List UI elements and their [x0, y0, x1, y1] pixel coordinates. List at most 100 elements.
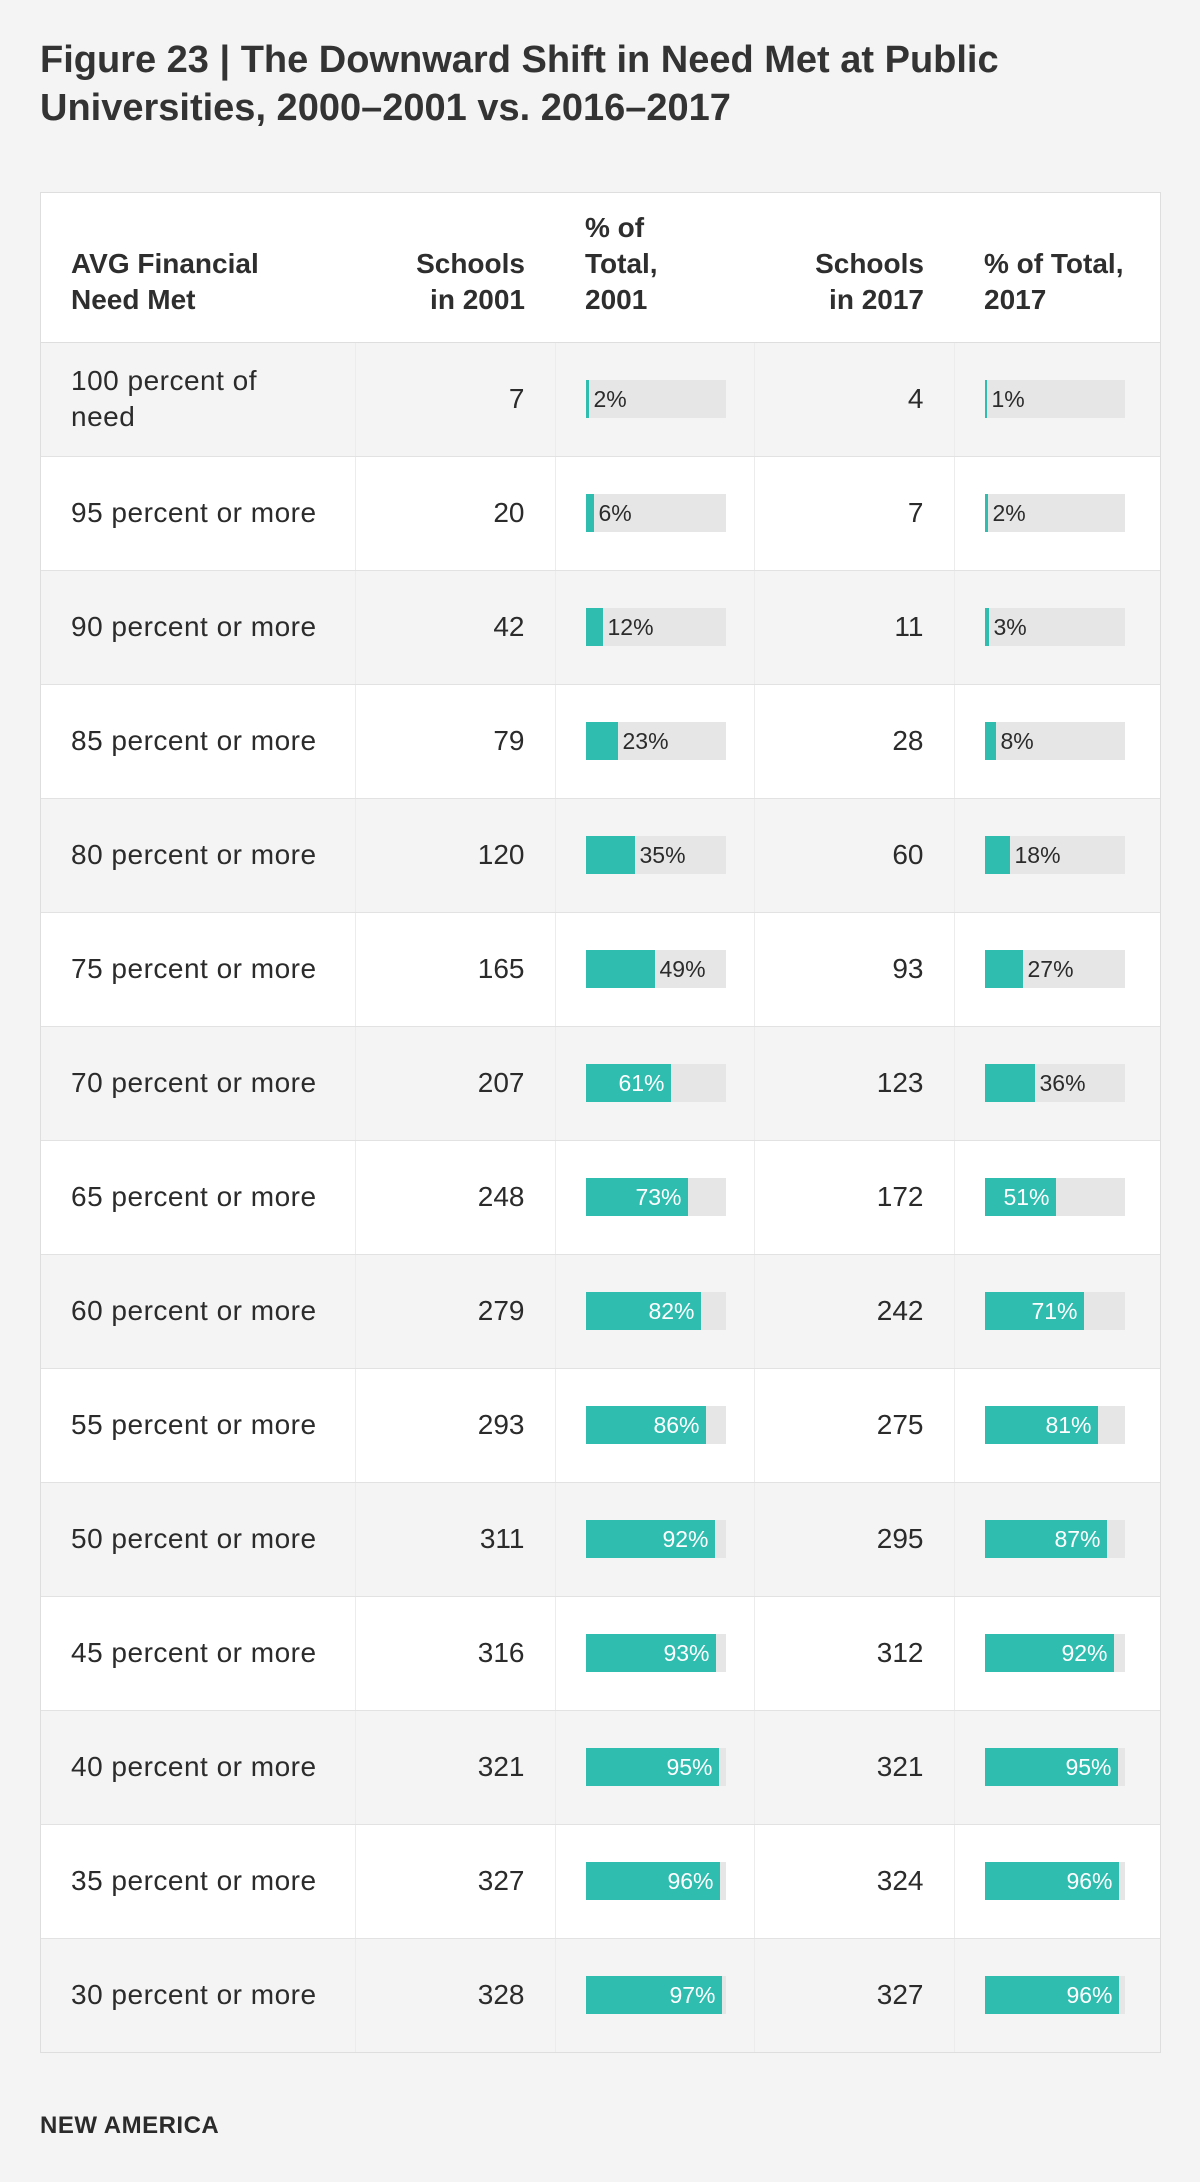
pct-2001-bar [585, 494, 594, 532]
pct-2001-label: 86% [653, 1412, 700, 1438]
pct-2001-cell: 73% [555, 1140, 755, 1255]
schools-2001-value: 327 [355, 1824, 556, 1939]
pct-2017-track: 96% [984, 1862, 1125, 1900]
pct-2001-cell: 97% [555, 1938, 755, 2052]
pct-2001-label: 35% [639, 842, 686, 868]
pct-2017-bar [984, 1292, 1084, 1330]
pct-2001-bar [585, 608, 603, 646]
pct-2001-label: 96% [667, 1868, 714, 1894]
schools-2017-value: 327 [754, 1938, 955, 2052]
pct-2017-bar [984, 1748, 1118, 1786]
schools-2017-value: 275 [754, 1368, 955, 1483]
pct-2017-cell: 51% [954, 1140, 1160, 1255]
schools-2001-value: 321 [355, 1710, 556, 1825]
schools-2017-value: 28 [754, 684, 955, 799]
pct-2001-cell: 35% [555, 798, 755, 913]
need-met-label: 70 percent or more [41, 1026, 356, 1141]
pct-2001-bar [585, 950, 655, 988]
table-header: AVG Financial Need Met Schools in 2001 %… [41, 193, 1160, 343]
pct-2017-track: 96% [984, 1976, 1125, 2015]
pct-2001-label: 73% [635, 1184, 682, 1210]
pct-2017-label: 18% [1014, 842, 1061, 868]
pct-2001-cell: 95% [555, 1710, 755, 1825]
table-row: 60 percent or more 279 82% 242 71% [41, 1254, 1160, 1369]
table-row: 90 percent or more 42 12% 11 3% [41, 570, 1160, 685]
pct-2017-cell: 27% [954, 912, 1160, 1027]
need-met-label: 85 percent or more [41, 684, 356, 799]
need-met-label: 80 percent or more [41, 798, 356, 913]
figure-title: Figure 23 | The Downward Shift in Need M… [40, 39, 999, 129]
pct-2001-track: 49% [585, 950, 726, 988]
pct-2017-label: 71% [1031, 1298, 1078, 1324]
pct-2017-bar [984, 1862, 1119, 1900]
pct-2017-cell: 96% [954, 1938, 1160, 2052]
table-row: 30 percent or more 328 97% 327 96% [41, 1938, 1160, 2052]
need-met-label: 100 percent of need [41, 342, 356, 457]
need-met-label: 75 percent or more [41, 912, 356, 1027]
pct-2017-cell: 3% [954, 570, 1160, 685]
pct-2001-bar [585, 1748, 719, 1786]
pct-2017-bar [984, 1064, 1035, 1102]
need-met-label: 65 percent or more [41, 1140, 356, 1255]
header-pct-2017: % of Total, 2017 [954, 193, 1160, 343]
pct-2017-cell: 95% [954, 1710, 1160, 1825]
schools-2017-value: 242 [754, 1254, 955, 1369]
pct-2001-track: 35% [585, 836, 726, 874]
pct-2001-bar [585, 1064, 671, 1102]
pct-2017-label: 1% [991, 386, 1025, 412]
schools-2017-value: 321 [754, 1710, 955, 1825]
pct-2001-bar [585, 1406, 706, 1444]
pct-2017-label: 27% [1027, 956, 1074, 982]
table-body: 100 percent of need 7 2% 4 1% 95 percent or m… [41, 342, 1160, 2052]
pct-2017-bar [984, 950, 1023, 988]
pct-2017-label: 3% [993, 614, 1027, 640]
table-row: 70 percent or more 207 61% 123 36% [41, 1026, 1160, 1141]
pct-2001-track: 2% [585, 380, 726, 418]
pct-2001-bar [585, 1976, 722, 2015]
schools-2001-value: 207 [355, 1026, 556, 1141]
data-table: AVG Financial Need Met Schools in 2001 %… [40, 192, 1161, 2053]
pct-2001-bar [585, 836, 635, 874]
need-met-label: 95 percent or more [41, 456, 356, 571]
pct-2001-label: 2% [593, 386, 627, 412]
schools-2001-value: 20 [355, 456, 556, 571]
pct-2017-bar [984, 1406, 1098, 1444]
pct-2017-label: 2% [992, 500, 1026, 526]
header-need-met: AVG Financial Need Met [41, 193, 355, 343]
table-row: 85 percent or more 79 23% 28 8% [41, 684, 1160, 799]
table-row: 80 percent or more 120 35% 60 18% [41, 798, 1160, 913]
pct-2017-bar [984, 1976, 1119, 2015]
table-row: 100 percent of need 7 2% 4 1% [41, 342, 1160, 457]
schools-2017-value: 60 [754, 798, 955, 913]
pct-2017-track: 92% [984, 1634, 1125, 1672]
need-met-label: 45 percent or more [41, 1596, 356, 1711]
pct-2001-bar [585, 722, 618, 760]
schools-2001-value: 165 [355, 912, 556, 1027]
pct-2001-cell: 12% [555, 570, 755, 685]
pct-2017-cell: 87% [954, 1482, 1160, 1597]
pct-2017-cell: 81% [954, 1368, 1160, 1483]
pct-2017-label: 51% [1003, 1184, 1050, 1210]
pct-2017-bar [984, 380, 987, 418]
pct-2001-cell: 49% [555, 912, 755, 1027]
pct-2001-label: 95% [666, 1754, 713, 1780]
schools-2001-value: 79 [355, 684, 556, 799]
pct-2017-bar [984, 1634, 1114, 1672]
pct-2001-bar [585, 1178, 688, 1216]
pct-2017-bar [984, 608, 989, 646]
pct-2017-label: 81% [1045, 1412, 1092, 1438]
table-row: 45 percent or more 316 93% 312 92% [41, 1596, 1160, 1711]
pct-2001-label: 93% [663, 1640, 710, 1666]
need-met-label: 60 percent or more [41, 1254, 356, 1369]
schools-2017-value: 123 [754, 1026, 955, 1141]
table-row: 95 percent or more 20 6% 7 2% [41, 456, 1160, 571]
pct-2017-track: 71% [984, 1292, 1125, 1330]
pct-2001-cell: 82% [555, 1254, 755, 1369]
pct-2001-cell: 61% [555, 1026, 755, 1141]
pct-2017-label: 8% [1000, 728, 1034, 754]
pct-2017-track: 51% [984, 1178, 1125, 1216]
pct-2017-track: 27% [984, 950, 1125, 988]
table-row: 55 percent or more 293 86% 275 81% [41, 1368, 1160, 1483]
pct-2001-cell: 92% [555, 1482, 755, 1597]
pct-2001-cell: 86% [555, 1368, 755, 1483]
